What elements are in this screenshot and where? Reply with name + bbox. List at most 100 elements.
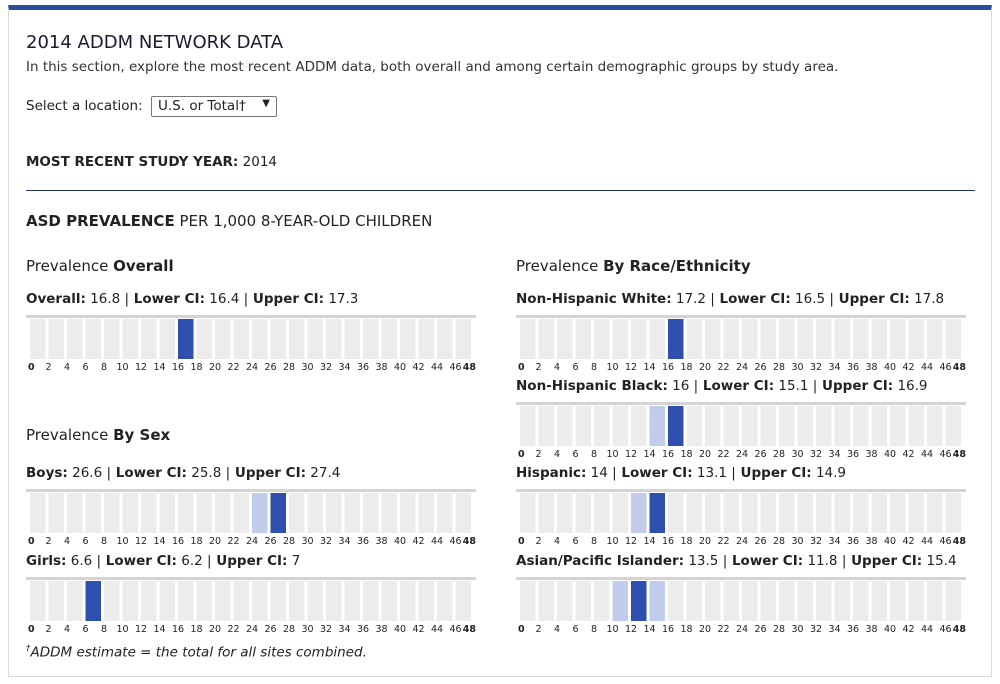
- chart-cell: [520, 493, 536, 533]
- tick-label: 34: [828, 449, 840, 460]
- tick-label: 46: [449, 362, 461, 373]
- chart-cell: [538, 493, 554, 533]
- tick-label: 26: [754, 624, 766, 635]
- tick-label: 38: [375, 624, 387, 635]
- chart-cell: [705, 493, 721, 533]
- chart-cell: [834, 581, 850, 621]
- tick-label: 24: [736, 449, 748, 460]
- chart-cell: [816, 406, 832, 446]
- chart-cell: [270, 319, 286, 359]
- chart-cell: [927, 581, 943, 621]
- tick-label: 36: [357, 624, 369, 635]
- tick-label: 22: [717, 536, 729, 547]
- asian-pacific-islander-sep: |: [722, 553, 728, 569]
- overall-value: 16.8: [85, 291, 125, 307]
- tick-label: 42: [902, 449, 914, 460]
- chart-cell: [612, 319, 628, 359]
- boys-name: Boys:: [26, 465, 68, 481]
- tick-label: 4: [64, 536, 70, 547]
- tick-label: 12: [135, 536, 147, 547]
- chart-cell: [945, 493, 961, 533]
- hispanic-chart-svg: 0 2 4 6 8 10 12 14 16 18 20 22 24 26 28 30 32 34 36 38 40 42 4…: [516, 489, 966, 547]
- tick-label: 18: [680, 449, 692, 460]
- tick-label: 14: [643, 449, 655, 460]
- tick-label: 18: [190, 624, 202, 635]
- tick-label: 6: [82, 362, 88, 373]
- tick-label: 26: [264, 536, 276, 547]
- location-select-value: U.S. or Total†: [158, 98, 246, 114]
- asd-label-bold: ASD PREVALENCE: [26, 212, 175, 230]
- chart-cell: [594, 319, 610, 359]
- tick-label: 2: [45, 624, 51, 635]
- tick-label: 4: [554, 624, 560, 635]
- tick-label: 48: [463, 536, 477, 547]
- hispanic-upper-label: Upper CI:: [735, 465, 812, 481]
- chart-cell: [575, 493, 591, 533]
- chart-cell: [649, 319, 665, 359]
- tick-label: 46: [939, 624, 951, 635]
- asd-label-rest: PER 1,000 8-YEAR-OLD CHILDREN: [179, 212, 433, 230]
- non-hispanic-white-value: 17.2: [671, 291, 711, 307]
- chart-cell: [927, 319, 943, 359]
- chart-cell: [797, 581, 813, 621]
- chart-cell: [816, 319, 832, 359]
- chart-cell: [686, 493, 702, 533]
- tick-label: 46: [449, 624, 461, 635]
- chart-cell: [575, 406, 591, 446]
- chart-cell: [871, 319, 887, 359]
- prevalence-bar: [649, 493, 665, 533]
- chart-cell: [927, 493, 943, 533]
- chart-cell: [233, 581, 249, 621]
- asian-pacific-islander-upper-value: 15.4: [922, 553, 957, 569]
- non-hispanic-black-upper-label: Upper CI:: [817, 378, 894, 394]
- tick-label: 20: [209, 624, 221, 635]
- tick-label: 4: [64, 624, 70, 635]
- chart-cell: [945, 581, 961, 621]
- tick-label: 42: [412, 536, 424, 547]
- chart-cell: [215, 581, 231, 621]
- tick-label: 44: [431, 624, 443, 635]
- footnote: †ADDM estimate = the total for all sites…: [26, 644, 367, 661]
- tick-label: 10: [606, 624, 618, 635]
- chart-cell: [723, 581, 739, 621]
- chart-top-rule: [26, 489, 476, 492]
- chart-cell: [215, 319, 231, 359]
- tick-label: 34: [828, 624, 840, 635]
- chart-cell: [418, 493, 434, 533]
- tick-label: 12: [135, 624, 147, 635]
- tick-label: 20: [699, 624, 711, 635]
- overall-stat-line: Overall: 16.8 | Lower CI: 16.4 | Upper C…: [26, 291, 358, 307]
- boys-upper-label: Upper CI:: [230, 465, 306, 481]
- chart-cell: [520, 406, 536, 446]
- chart-cell: [742, 319, 758, 359]
- chart-cell: [834, 406, 850, 446]
- tick-label: 30: [791, 624, 803, 635]
- tick-label: 8: [101, 362, 107, 373]
- tick-label: 10: [116, 362, 128, 373]
- chart-cell: [834, 319, 850, 359]
- hispanic-lower-value: 13.1: [692, 465, 732, 481]
- tick-label: 20: [209, 362, 221, 373]
- tick-label: 16: [172, 624, 184, 635]
- location-select[interactable]: U.S. or Total† ▼: [151, 96, 277, 117]
- tick-label: 4: [554, 536, 560, 547]
- tick-label: 42: [902, 624, 914, 635]
- chart-cell: [289, 493, 305, 533]
- asian-pacific-islander-stat-line: Asian/Pacific Islander: 13.5 | Lower CI:…: [516, 553, 957, 569]
- tick-label: 18: [680, 624, 692, 635]
- tick-label: 24: [736, 624, 748, 635]
- tick-label: 48: [953, 624, 967, 635]
- footnote-mark: †: [26, 644, 31, 654]
- tick-label: 20: [699, 362, 711, 373]
- non-hispanic-white-sep: |: [710, 291, 715, 307]
- chart-cell: [344, 319, 360, 359]
- chart-cell: [742, 581, 758, 621]
- chart-cell: [760, 581, 776, 621]
- chart-cell: [363, 581, 379, 621]
- chart-cell: [723, 493, 739, 533]
- race-heading-bold: By Race/Ethnicity: [603, 257, 751, 275]
- chart-cell: [289, 581, 305, 621]
- tick-label: 44: [431, 536, 443, 547]
- tick-label: 12: [625, 449, 637, 460]
- boys-sep: |: [225, 465, 231, 481]
